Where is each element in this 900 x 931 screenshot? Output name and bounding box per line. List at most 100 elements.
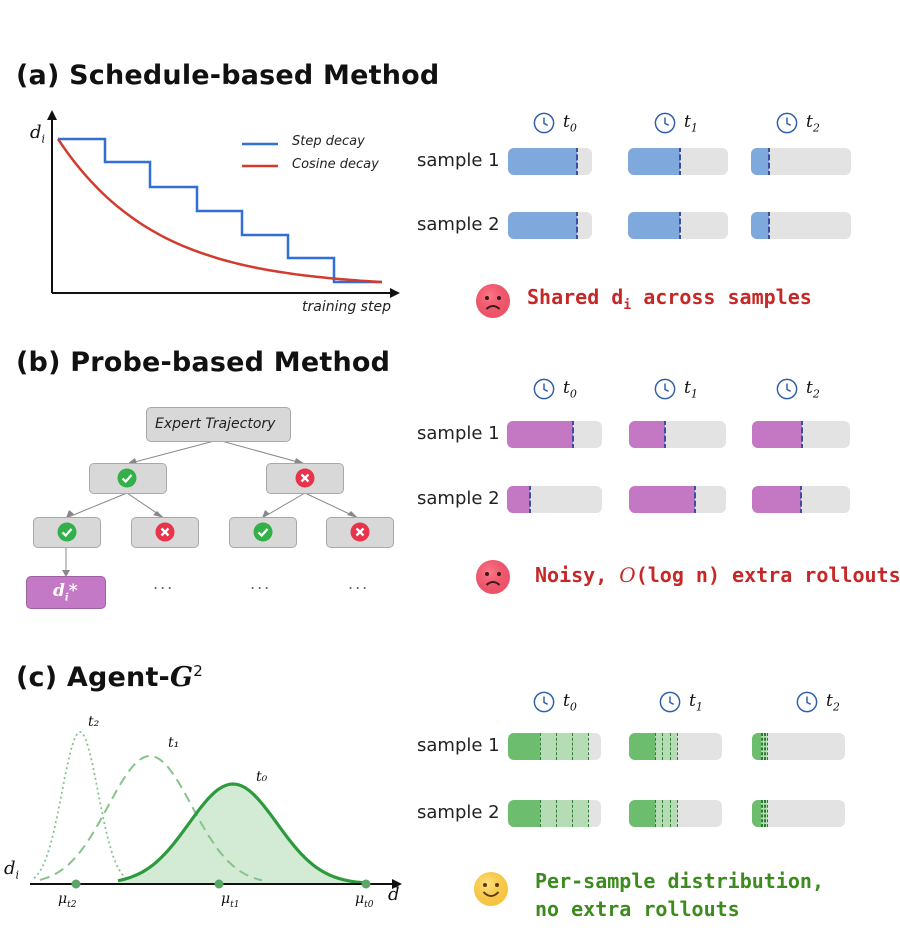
sample-marker xyxy=(662,733,663,760)
schedule-drawback-message: Shared di across samples xyxy=(527,285,812,313)
bar-fill xyxy=(508,148,577,175)
sample-marker xyxy=(572,800,573,827)
clock-icon xyxy=(533,378,555,400)
sample-marker xyxy=(588,733,589,760)
section-c-title: (c) Agent-G2 xyxy=(16,662,203,693)
difficulty-bar xyxy=(752,421,850,448)
difficulty-bar xyxy=(629,800,722,827)
cross-icon xyxy=(350,522,370,542)
difficulty-bar xyxy=(508,800,601,827)
time-label-t1: t1 xyxy=(689,691,703,714)
curve-label-t1: t₁ xyxy=(168,735,180,751)
bar-fill xyxy=(629,733,655,760)
sample-label: sample 2 xyxy=(417,214,500,235)
bar-fill xyxy=(508,733,540,760)
time-label-t1: t1 xyxy=(684,378,698,401)
difficulty-marker xyxy=(768,212,770,239)
sample-marker xyxy=(556,800,557,827)
mu-t1-label: μt1 xyxy=(221,891,240,910)
best-difficulty-label: di* xyxy=(53,581,78,604)
difficulty-bar xyxy=(629,486,726,513)
difficulty-marker xyxy=(576,212,578,239)
probe-node-failure xyxy=(266,463,344,494)
expert-trajectory-label: Expert Trajectory xyxy=(155,416,276,432)
bar-fill xyxy=(628,148,680,175)
clock-icon xyxy=(654,112,676,134)
chart-a-x-label: training step xyxy=(302,299,391,315)
difficulty-bar xyxy=(628,212,728,239)
bar-fill-spread xyxy=(655,800,677,827)
difficulty-bar xyxy=(508,212,592,239)
clock-icon xyxy=(533,112,555,134)
curve-label-t0: t₀ xyxy=(256,769,268,785)
mu-t0-label: μt0 xyxy=(355,891,374,910)
agent-g2-benefit-line2: no extra rollouts xyxy=(535,897,740,921)
sample-marker xyxy=(764,800,765,827)
bar-fill xyxy=(752,486,801,513)
time-label-t0: t0 xyxy=(563,112,577,135)
sample-label: sample 1 xyxy=(417,150,500,171)
difficulty-bar xyxy=(752,733,845,760)
sample-label: sample 1 xyxy=(417,423,500,444)
sample-marker xyxy=(765,733,766,760)
sample-label: sample 2 xyxy=(417,802,500,823)
sample-marker xyxy=(556,733,557,760)
agent-g2-benefit-line1: Per-sample distribution, xyxy=(535,869,824,893)
difficulty-marker xyxy=(800,486,802,513)
difficulty-marker xyxy=(679,148,681,175)
check-icon xyxy=(57,522,77,542)
cross-icon xyxy=(155,522,175,542)
section-a-title: (a) Schedule-based Method xyxy=(16,60,440,91)
bar-fill xyxy=(508,212,577,239)
difficulty-bar xyxy=(752,800,845,827)
mu-t1-point xyxy=(214,879,224,889)
bar-fill xyxy=(629,486,695,513)
legend-cosine-label: Cosine decay xyxy=(292,157,379,172)
time-label-t2: t2 xyxy=(806,378,820,401)
bar-fill xyxy=(752,800,761,827)
bar-fill-spread xyxy=(655,733,677,760)
sample-marker xyxy=(677,733,678,760)
sample-label: sample 1 xyxy=(417,735,500,756)
step-decay-line xyxy=(58,137,382,284)
difficulty-marker xyxy=(576,148,578,175)
sample-marker xyxy=(662,800,663,827)
probe-drawback-message: Noisy, O(log n) extra rollouts xyxy=(535,563,900,587)
sample-label: sample 2 xyxy=(417,488,500,509)
bar-fill xyxy=(629,800,655,827)
probe-node-failure xyxy=(131,517,199,548)
t2-distribution-curve xyxy=(33,731,129,881)
difficulty-bar xyxy=(508,148,592,175)
best-difficulty-node: di* xyxy=(26,576,106,609)
difficulty-marker xyxy=(529,486,531,513)
difficulty-bar xyxy=(751,148,851,175)
mu-t2-label: μt2 xyxy=(58,891,77,910)
sample-marker xyxy=(670,800,671,827)
sample-marker xyxy=(572,733,573,760)
curve-label-t2: t₂ xyxy=(88,714,100,730)
mu-t2-point xyxy=(71,879,81,889)
t0-distribution-fill xyxy=(118,784,366,884)
sample-marker xyxy=(761,800,762,827)
difficulty-bar xyxy=(628,148,728,175)
sample-marker xyxy=(762,800,763,827)
mu-t0-point xyxy=(361,879,371,889)
sample-marker xyxy=(670,733,671,760)
ellipsis: ... xyxy=(153,574,175,593)
clock-icon xyxy=(776,378,798,400)
time-label-t2: t2 xyxy=(826,691,840,714)
expert-trajectory-node: Expert Trajectory xyxy=(146,407,291,442)
bar-fill xyxy=(629,421,665,448)
difficulty-bar xyxy=(629,733,722,760)
probe-node-success xyxy=(33,517,101,548)
sample-marker xyxy=(761,733,762,760)
bar-fill-spread xyxy=(540,800,588,827)
bar-fill-spread xyxy=(540,733,588,760)
bar-fill xyxy=(752,421,802,448)
difficulty-bar xyxy=(507,486,602,513)
sample-marker xyxy=(540,733,541,760)
difficulty-bar xyxy=(507,421,602,448)
sample-marker xyxy=(767,733,768,760)
sample-marker xyxy=(655,800,656,827)
bar-fill xyxy=(751,212,769,239)
